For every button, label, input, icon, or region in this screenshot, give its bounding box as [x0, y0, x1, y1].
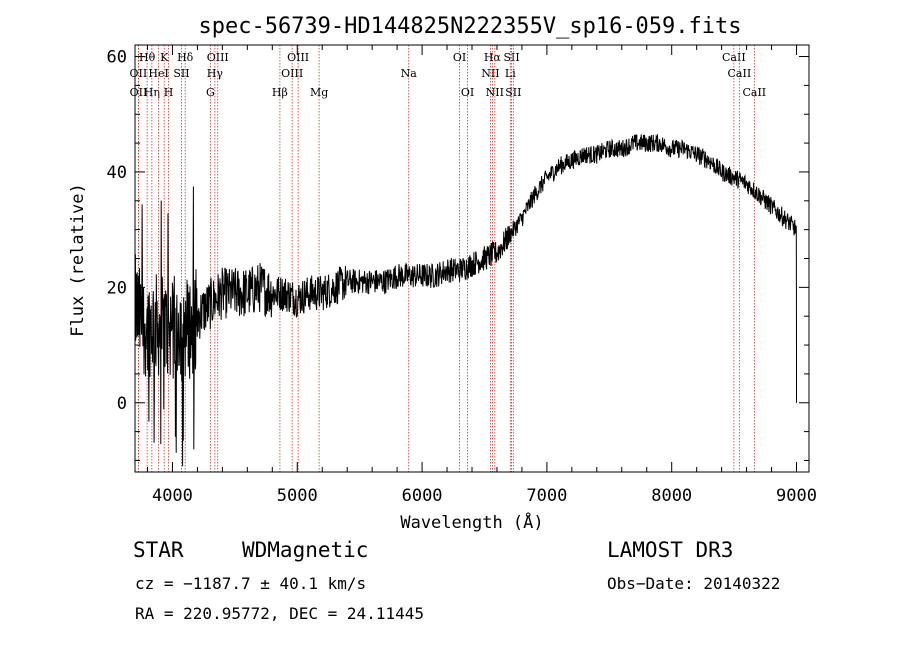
spectral-line-label: SII — [505, 86, 521, 99]
spectral-line-label: Hβ — [272, 86, 288, 99]
y-axis-label: Flux (relative) — [68, 183, 88, 337]
spectral-line-label: OIII — [207, 51, 229, 64]
spectral-line-label: SII — [503, 51, 519, 64]
object-class: STAR — [133, 538, 184, 562]
sky-coordinates: RA = 220.95772, DEC = 24.11445 — [135, 604, 424, 623]
x-axis-label: Wavelength (Å) — [400, 511, 543, 533]
spectral-line-label: Hδ — [177, 51, 194, 64]
spectral-line-label: CaII — [728, 67, 752, 80]
spectral-line-label: Na — [401, 67, 418, 80]
y-tick-label: 20 — [107, 278, 127, 298]
spectral-line-label: H — [164, 86, 174, 99]
axes: 4000 5000 6000 7000 8000 9000 0 20 40 60 — [107, 44, 817, 506]
spectral-line-label: K — [160, 51, 169, 64]
spectral-line-label: OI — [453, 51, 466, 64]
object-subclass: WDMagnetic — [242, 538, 369, 562]
survey-name: LAMOST DR3 — [607, 538, 734, 562]
spectrum-chart: spec-56739-HD144825N222355V_sp16-059.fit… — [68, 14, 817, 533]
spectral-line-label: OI — [461, 86, 474, 99]
x-tick-label: 4000 — [152, 486, 193, 506]
y-tick-label: 0 — [117, 394, 127, 414]
spectral-line-label: Mg — [310, 86, 328, 99]
x-tick-label: 8000 — [651, 486, 692, 506]
chart-title: spec-56739-HD144825N222355V_sp16-059.fit… — [198, 14, 741, 39]
spectral-line-label: CaII — [742, 86, 766, 99]
spectral-line-label: Li — [505, 67, 516, 80]
x-tick-label: 7000 — [526, 486, 567, 506]
y-tick-label: 60 — [107, 48, 127, 68]
spectral-line-label: Hγ — [207, 67, 224, 80]
redshift-velocity: cz = −1187.7 ± 40.1 km/s — [135, 574, 367, 593]
x-tick-label: 5000 — [277, 486, 318, 506]
plot-frame — [134, 44, 810, 473]
spectral-line-label: SII — [173, 67, 189, 80]
spectral-line-label: NII — [481, 67, 499, 80]
spectral-line-label: OIII — [287, 51, 309, 64]
y-tick-label: 40 — [107, 163, 127, 183]
x-tick-label: 6000 — [402, 486, 443, 506]
observation-date: Obs−Date: 20140322 — [607, 574, 781, 593]
spectral-line-label: CaII — [722, 51, 746, 64]
spectral-line-markers: OIIOIIHθHηHeIKHSIIHδGHγOIIIHβOIIIOIIIMgN… — [130, 45, 766, 472]
spectrum-series — [134, 134, 797, 467]
x-tick-label: 9000 — [776, 486, 817, 506]
spectral-line-label: G — [206, 86, 215, 99]
spectral-line-label: OIII — [281, 67, 303, 80]
spectral-line-label: Hα — [484, 51, 502, 64]
spectral-line-label: NII — [486, 86, 504, 99]
spectral-line-label: OII — [130, 86, 148, 99]
spectral-line-label: Hη — [144, 86, 160, 99]
spectral-line-label: Hθ — [139, 51, 156, 64]
spectral-line-label: HeI — [148, 67, 168, 80]
